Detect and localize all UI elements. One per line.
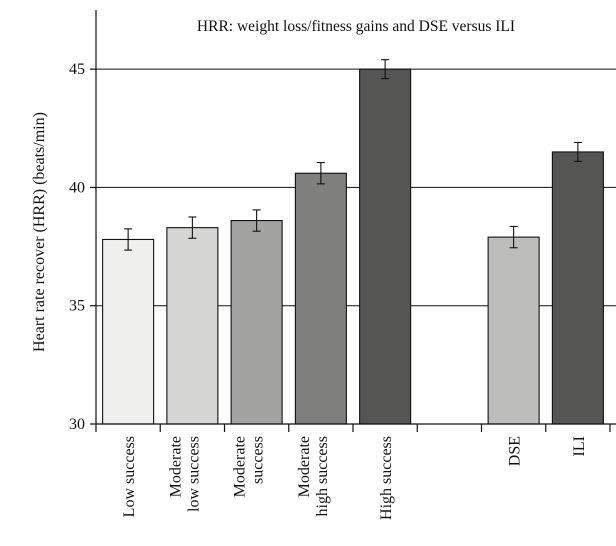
x-tick-label: Moderate	[167, 436, 184, 497]
bar	[230, 219, 283, 425]
y-ticks: 30 35 40 45	[69, 61, 96, 433]
x-tick-label: high success	[314, 436, 331, 516]
bars	[102, 59, 604, 425]
y-tick-label: 30	[69, 416, 85, 433]
x-tick-label: High success	[378, 436, 395, 520]
x-tick-label: success	[250, 436, 267, 484]
x-ticks: Low success Moderate low success Moderate su…	[95, 424, 611, 520]
bar	[359, 68, 412, 425]
x-tick-label: DSE	[507, 436, 524, 466]
y-axis-label: Heart rate recover (HRR) (beats/min)	[31, 112, 48, 352]
y-tick-label: 45	[69, 61, 85, 78]
bar	[487, 236, 540, 425]
bar	[551, 151, 604, 425]
bar	[102, 238, 155, 425]
x-tick-label: Moderate	[296, 436, 313, 497]
x-tick-label: Moderate	[232, 436, 249, 497]
x-tick-label: ILI	[571, 436, 588, 456]
y-tick-label: 40	[69, 179, 85, 196]
chart-title: HRR: weight loss/fitness gains and DSE v…	[197, 18, 515, 35]
bar	[294, 172, 347, 425]
x-tick-label: Low success	[121, 436, 138, 517]
bar	[166, 227, 219, 425]
x-tick-label: low success	[185, 436, 202, 512]
y-tick-label: 35	[69, 298, 85, 315]
